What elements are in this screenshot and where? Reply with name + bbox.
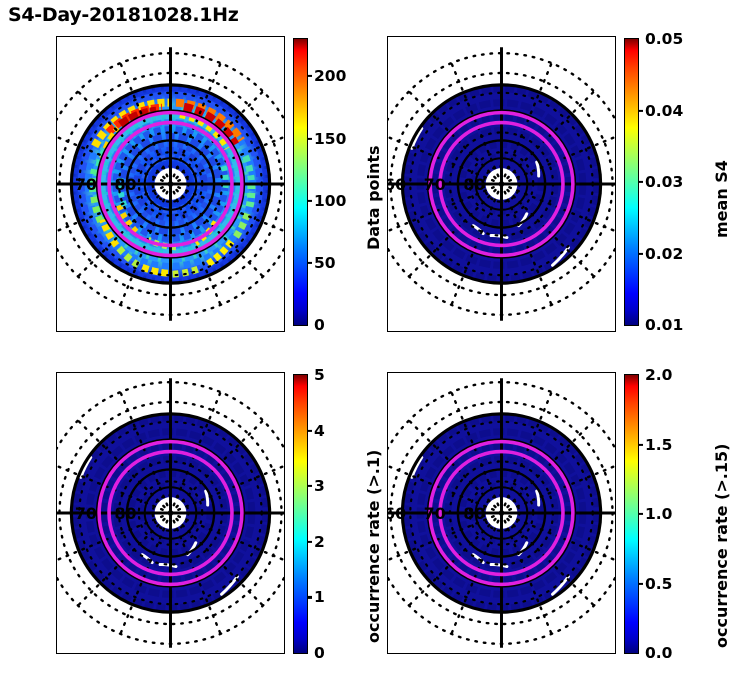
radial-label-60: 60 xyxy=(388,504,406,523)
colorbar-tick: 0.03 xyxy=(638,173,683,191)
magenta-contours xyxy=(428,439,575,587)
radial-label-70: 70 xyxy=(424,504,446,523)
colorbar-mean-s4[interactable]: 0.01 0.02 0.03 0.04 0.05 xyxy=(624,30,683,334)
polar-plot-mean-s4: 60 70 80 xyxy=(388,47,615,321)
colorbar-tick: 2.0 xyxy=(645,366,673,384)
colorbar-tick: 2 xyxy=(307,533,325,551)
colorbar-label-occurrence-gt-point15: occurrence rate (>.15) xyxy=(712,443,731,648)
magenta-contours xyxy=(428,110,575,258)
colorbar-tick: 100 xyxy=(307,192,346,210)
colorbar-tick: 0.0 xyxy=(645,644,673,662)
colorbar-tick: 1 xyxy=(307,588,325,606)
colorbar-ticks-occurrence-gt-point15: 0.0 0.5 1.0 1.5 2.0 xyxy=(638,366,728,662)
colorbar-tick: 200 xyxy=(307,67,346,85)
colorbar-tick: 3 xyxy=(307,477,325,495)
colorbar-ticks-occurrence-gt-point1: 0 1 2 3 4 5 xyxy=(307,366,397,662)
colorbar-tick: 5 xyxy=(314,366,325,384)
colorbar-tick: 0 xyxy=(314,644,325,662)
colorbar-tick: 1.0 xyxy=(638,505,672,523)
colorbar-label-occurrence-gt-point1: occurrence rate (>.1) xyxy=(364,449,383,643)
colorbar-label-mean-s4: mean S4 xyxy=(712,160,731,238)
radial-label-80: 80 xyxy=(114,175,136,194)
radial-tick-labels: 60 70 80 xyxy=(388,504,485,523)
colorbar-gradient-mean-s4 xyxy=(625,39,638,325)
colorbar-tick: 150 xyxy=(307,130,346,148)
colorbar-tick: 0.01 xyxy=(645,316,684,334)
figure-title: S4-Day-20181028.1Hz xyxy=(8,4,239,26)
colorbar-gradient-data-points xyxy=(294,39,307,325)
panel-occurrence-rate-gt-point1[interactable]: 60 70 80 xyxy=(56,372,285,654)
radial-label-60: 60 xyxy=(388,175,406,194)
magenta-contours xyxy=(97,110,244,258)
polar-axes-solid xyxy=(57,47,284,321)
polar-plot-data-points: 60 70 80 xyxy=(57,47,284,321)
radial-label-70: 70 xyxy=(75,504,97,523)
colorbar-tick: 0.02 xyxy=(638,245,683,263)
colorbar-tick: 0.04 xyxy=(638,102,683,120)
radial-tick-labels: 60 70 80 xyxy=(57,175,137,194)
colorbar-ticks-mean-s4: 0.01 0.02 0.03 0.04 0.05 xyxy=(638,30,728,334)
radial-tick-labels: 60 70 80 xyxy=(388,175,485,194)
polar-axes-solid xyxy=(57,378,284,648)
panel-mean-s4[interactable]: 60 70 80 xyxy=(387,36,616,332)
polar-plot-occurrence-gt-point1: 60 70 80 xyxy=(57,378,284,648)
colorbar-tick: 50 xyxy=(307,254,336,272)
colorbar-gradient-occurrence-gt-point1 xyxy=(294,375,307,653)
colorbar-label-data-points: Data points xyxy=(364,145,383,250)
colorbar-occurrence-gt-point15[interactable]: 0.0 0.5 1.0 1.5 2.0 xyxy=(624,366,672,662)
panel-occurrence-rate-gt-point15[interactable]: 60 70 80 xyxy=(387,372,616,654)
panel-data-points[interactable]: 60 70 80 xyxy=(56,36,285,332)
magenta-contours xyxy=(97,439,244,587)
radial-tick-labels: 60 70 80 xyxy=(57,504,137,523)
colorbar-tick: 4 xyxy=(307,422,325,440)
colorbar-tick: 0.05 xyxy=(645,30,684,48)
colorbar-gradient-occurrence-gt-point15 xyxy=(625,375,638,653)
colorbar-tick: 0 xyxy=(314,316,325,334)
radial-label-70: 70 xyxy=(424,175,446,194)
radial-label-80: 80 xyxy=(114,504,136,523)
colorbar-ticks-data-points: 0 50 100 150 200 xyxy=(307,39,397,334)
colorbar-tick: 0.5 xyxy=(638,575,672,593)
colorbar-data-points[interactable]: 0 50 100 150 200 xyxy=(293,38,346,334)
polar-plot-occurrence-gt-point15: 60 70 80 xyxy=(388,378,615,648)
radial-label-80: 80 xyxy=(463,175,485,194)
polar-axes-solid xyxy=(388,47,615,321)
polar-axes-solid xyxy=(388,378,615,648)
colorbar-tick: 1.5 xyxy=(638,436,672,454)
radial-label-80: 80 xyxy=(463,504,485,523)
radial-label-70: 70 xyxy=(75,175,97,194)
colorbar-occurrence-gt-point1[interactable]: 0 1 2 3 4 5 xyxy=(293,366,325,662)
